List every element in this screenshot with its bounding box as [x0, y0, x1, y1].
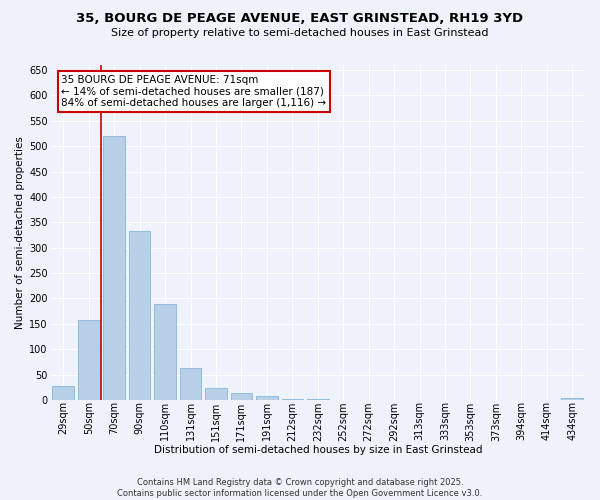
- Text: Size of property relative to semi-detached houses in East Grinstead: Size of property relative to semi-detach…: [111, 28, 489, 38]
- X-axis label: Distribution of semi-detached houses by size in East Grinstead: Distribution of semi-detached houses by …: [154, 445, 482, 455]
- Bar: [230, 394, 252, 400]
- Bar: [180, 368, 202, 400]
- Bar: [154, 304, 176, 400]
- Bar: [103, 136, 125, 400]
- Bar: [129, 232, 151, 400]
- Bar: [205, 388, 227, 400]
- Bar: [562, 398, 583, 400]
- Bar: [281, 399, 303, 400]
- Bar: [52, 386, 74, 400]
- Text: 35 BOURG DE PEAGE AVENUE: 71sqm
← 14% of semi-detached houses are smaller (187)
: 35 BOURG DE PEAGE AVENUE: 71sqm ← 14% of…: [61, 75, 326, 108]
- Bar: [78, 320, 100, 400]
- Text: Contains HM Land Registry data © Crown copyright and database right 2025.
Contai: Contains HM Land Registry data © Crown c…: [118, 478, 482, 498]
- Text: 35, BOURG DE PEAGE AVENUE, EAST GRINSTEAD, RH19 3YD: 35, BOURG DE PEAGE AVENUE, EAST GRINSTEA…: [76, 12, 524, 26]
- Bar: [256, 396, 278, 400]
- Y-axis label: Number of semi-detached properties: Number of semi-detached properties: [15, 136, 25, 329]
